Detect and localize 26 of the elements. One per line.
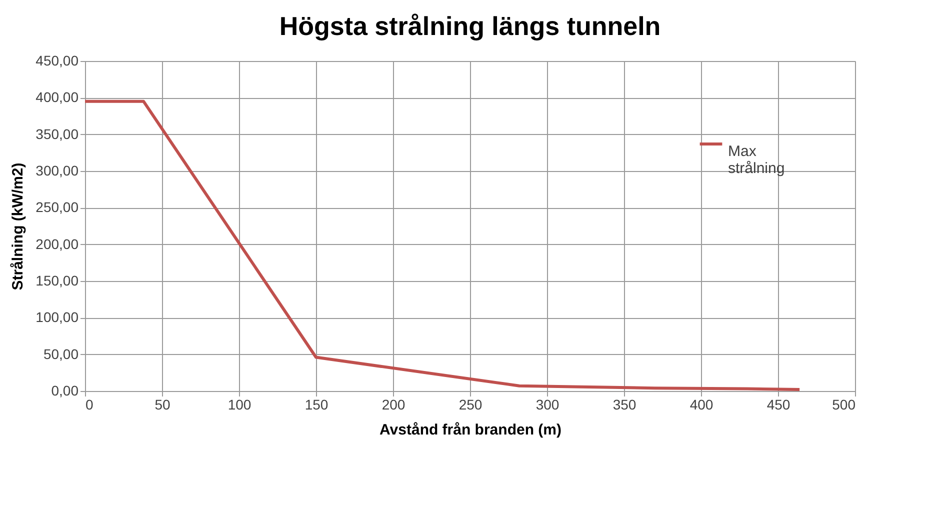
y-tick-label: 350,00 [36, 126, 79, 142]
x-tick-label: 500 [832, 396, 856, 412]
x-tick-label: 250 [458, 396, 482, 412]
y-tick-label: 400,00 [36, 89, 79, 106]
line-series [84, 100, 802, 392]
x-tick-label: 0 [86, 396, 94, 412]
x-tick-label: 450 [766, 396, 790, 412]
x-tick-label: 300 [536, 396, 560, 412]
y-tick-label: 50,00 [43, 346, 79, 362]
chart-title: Högsta strålning längs tunneln [279, 11, 661, 41]
y-tick-label: 100,00 [36, 309, 79, 326]
legend-label: Max strålning [728, 143, 785, 177]
y-tick-label: 0,00 [51, 382, 79, 398]
x-tick-label: 400 [690, 396, 714, 412]
x-tick-label: 200 [382, 396, 406, 412]
y-tick-label: 150,00 [36, 272, 79, 288]
x-tick-label: 350 [612, 396, 636, 412]
x-tick-label: 50 [154, 396, 170, 412]
y-tick-label: 200,00 [36, 236, 79, 252]
y-tick-label: 250,00 [36, 199, 79, 216]
y-tick-label: 300,00 [36, 162, 79, 178]
y-axis-title: Strålning (kW/m2) [10, 162, 27, 290]
x-axis-title: Avstånd från branden (m) [380, 422, 562, 438]
x-tick-label: 150 [304, 396, 328, 412]
y-tick-label: 450,00 [36, 52, 79, 68]
x-tick-label: 100 [228, 396, 252, 412]
